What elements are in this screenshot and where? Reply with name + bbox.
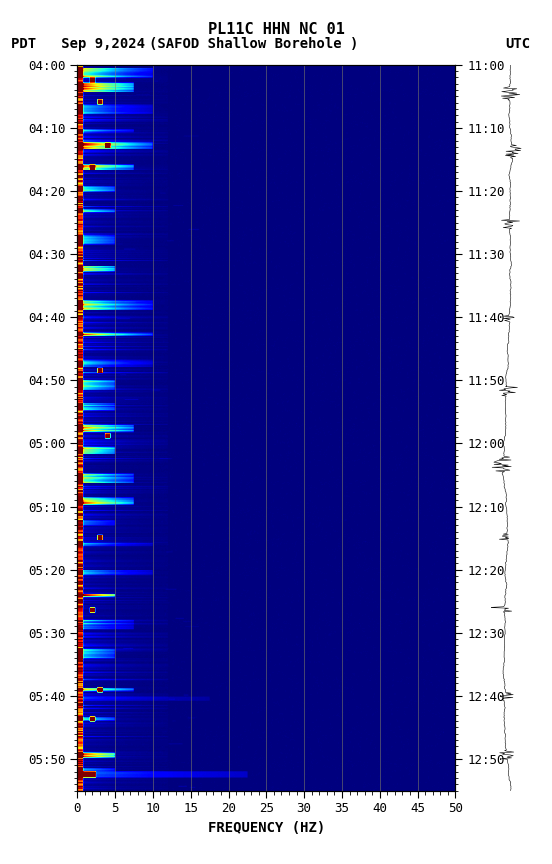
X-axis label: FREQUENCY (HZ): FREQUENCY (HZ) — [208, 821, 325, 835]
Text: PDT   Sep 9,2024: PDT Sep 9,2024 — [11, 37, 145, 51]
Text: UTC: UTC — [505, 37, 530, 51]
Text: PL11C HHN NC 01: PL11C HHN NC 01 — [208, 22, 344, 36]
Text: (SAFOD Shallow Borehole ): (SAFOD Shallow Borehole ) — [149, 37, 359, 51]
